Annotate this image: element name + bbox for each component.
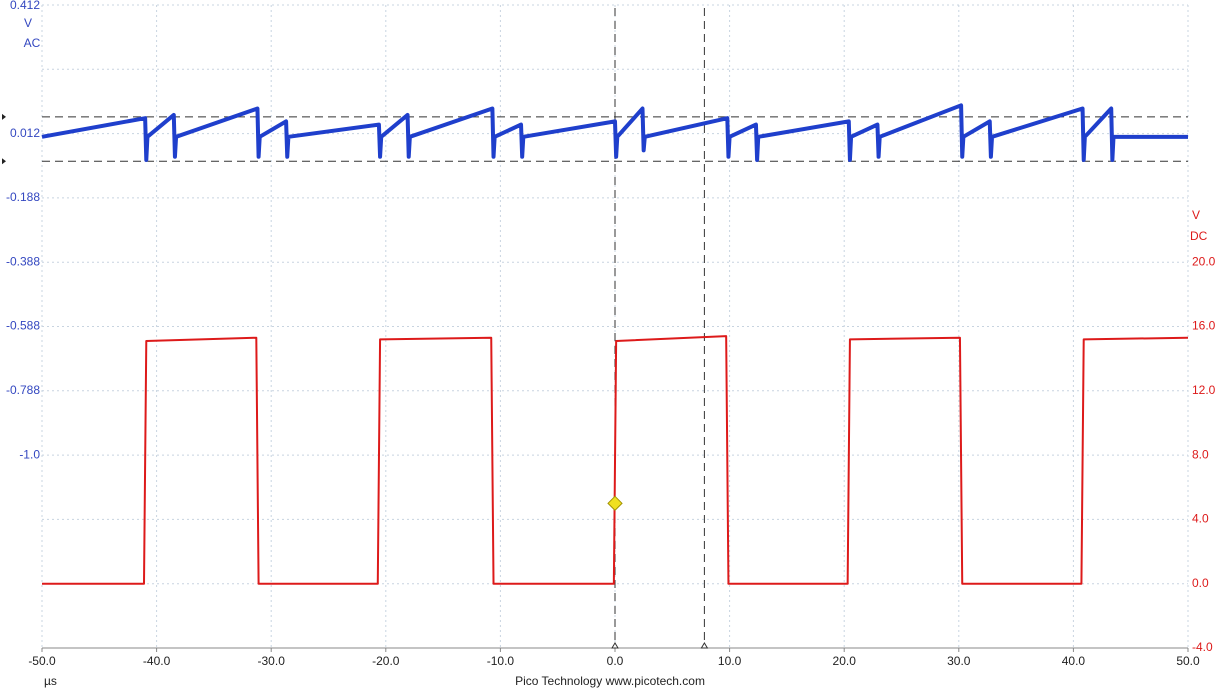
y-tick-label: 0.012 (10, 126, 40, 140)
y2-tick-label: 8.0 (1192, 447, 1209, 461)
y-tick-label: 0.412 (10, 0, 40, 12)
y2-tick-label: 20.0 (1192, 254, 1216, 268)
y-unit: V (24, 16, 32, 30)
x-tick-label: 50.0 (1176, 654, 1200, 668)
y2-tick-label: -4.0 (1192, 640, 1213, 654)
footer: Pico Technology www.picotech.com (515, 674, 705, 688)
x-tick-label: 40.0 (1062, 654, 1086, 668)
y-tick-label: -0.388 (6, 254, 40, 268)
y-tick-label: -0.788 (6, 383, 40, 397)
x-tick-label: -30.0 (258, 654, 286, 668)
x-tick-label: -10.0 (487, 654, 515, 668)
ruler-handle (2, 113, 6, 120)
y2-unit: V (1192, 208, 1200, 222)
y2-tick-label: 4.0 (1192, 512, 1209, 526)
y-tick-label: -0.588 (6, 319, 40, 333)
x-tick-label: -40.0 (143, 654, 171, 668)
ruler-handle (700, 642, 709, 649)
trace (42, 335, 1189, 585)
x-tick-label: -50.0 (28, 654, 56, 668)
x-tick-label: 0.0 (607, 654, 624, 668)
y-tick-label: -1.0 (19, 447, 40, 461)
x-unit: µs (44, 674, 57, 688)
trace (41, 103, 1188, 162)
x-tick-label: -20.0 (372, 654, 400, 668)
ruler-handle (611, 642, 619, 649)
y2-coupling: DC (1190, 229, 1208, 243)
x-tick-label: 30.0 (947, 654, 971, 668)
x-tick-label: 20.0 (833, 654, 857, 668)
y2-tick-label: 16.0 (1192, 319, 1216, 333)
trigger-marker (607, 495, 623, 512)
y-coupling: AC (24, 36, 41, 50)
y2-tick-label: 12.0 (1192, 383, 1216, 397)
x-tick-label: 10.0 (718, 654, 742, 668)
y2-tick-label: 0.0 (1192, 576, 1209, 590)
ruler-handle (2, 158, 6, 165)
y-tick-label: -0.188 (6, 190, 40, 204)
